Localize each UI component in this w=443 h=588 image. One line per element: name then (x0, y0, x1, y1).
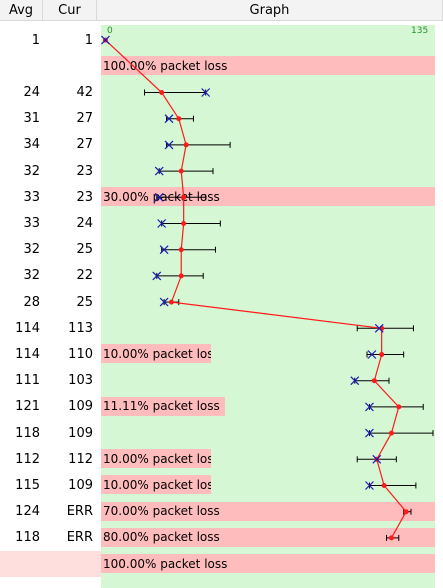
cur-latency-marker (157, 219, 167, 228)
avg-cell: 24 (23, 84, 40, 100)
avg-latency-line (105, 39, 407, 539)
cur-cell: 113 (68, 320, 93, 336)
cur-cell: 27 (76, 137, 93, 153)
avg-latency-point (159, 90, 165, 95)
avg-cell: 34 (23, 137, 40, 153)
packet-loss-bar: 10.00% packet loss (101, 344, 211, 364)
avg-latency-point (381, 483, 387, 488)
avg-cell: 115 (15, 477, 40, 493)
cur-cell: 42 (76, 84, 93, 100)
avg-latency-point (178, 168, 184, 174)
cur-latency-marker (159, 245, 169, 255)
avg-cell: 111 (15, 373, 40, 389)
avg-latency-point (168, 299, 174, 305)
avg-latency-point (178, 247, 184, 253)
avg-cell: 28 (23, 294, 40, 310)
cur-cell: 22 (76, 268, 93, 284)
packet-loss-bar: 10.00% packet loss (101, 475, 211, 495)
cur-latency-marker (367, 350, 377, 359)
cur-latency-marker (101, 35, 110, 45)
cur-cell: 1 (84, 32, 93, 48)
cur-latency-marker (159, 297, 169, 307)
avg-latency-point (176, 116, 182, 122)
axis-min-label: 0 (107, 26, 113, 36)
avg-cell: 121 (15, 399, 40, 415)
avg-latency-point (181, 221, 187, 226)
cur-latency-marker (201, 88, 211, 97)
cur-latency-marker (164, 140, 174, 150)
cur-latency-marker (154, 192, 164, 202)
avg-latency-point (371, 378, 377, 384)
cur-latency-marker (365, 402, 374, 412)
avg-cell: 1 (31, 32, 40, 48)
cur-latency-marker (164, 114, 174, 124)
avg-cell: 124 (15, 504, 40, 520)
packet-loss-bar: 100.00% packet loss (101, 56, 435, 76)
axis-max-label: 135 (411, 26, 429, 36)
cur-cell: 24 (76, 215, 93, 231)
cur-cell: ERR (66, 504, 93, 520)
cur-cell: 109 (68, 399, 93, 415)
cur-cell: 25 (76, 242, 93, 258)
avg-cell: 118 (15, 530, 40, 546)
cur-cell: 25 (76, 294, 93, 310)
cur-latency-marker (374, 323, 384, 333)
avg-cell: 33 (23, 189, 40, 205)
cur-cell: 103 (68, 373, 93, 389)
cur-cell: 110 (68, 346, 93, 362)
cur-cell: 23 (76, 163, 93, 179)
cur-latency-marker (372, 454, 382, 464)
cur-cell: 109 (68, 425, 93, 441)
cur-latency-marker (365, 481, 374, 490)
cur-cell: 27 (76, 111, 93, 127)
cur-cell: 112 (68, 451, 93, 467)
packet-loss-bar: 11.11% packet loss (101, 396, 225, 416)
packet-loss-bar: 10.00% packet loss (101, 449, 211, 469)
avg-cell: 33 (23, 215, 40, 231)
cur-latency-marker (152, 271, 162, 281)
column-header-avg[interactable]: Avg (0, 0, 43, 21)
cur-latency-marker (154, 166, 164, 176)
packet-loss-bar: 30.00% packet loss (101, 187, 435, 207)
avg-cell: 32 (23, 163, 40, 179)
column-header-graph[interactable]: Graph (97, 0, 443, 21)
packet-loss-bar: 80.00% packet loss (101, 527, 435, 547)
cur-cell: ERR (66, 530, 93, 546)
avg-latency-point (178, 273, 184, 279)
avg-cell: 32 (23, 268, 40, 284)
avg-latency-point (183, 142, 189, 148)
avg-latency-point (403, 509, 409, 515)
avg-latency-point (396, 404, 402, 410)
avg-latency-point (388, 430, 394, 436)
avg-cell: 118 (15, 425, 40, 441)
avg-cell: 32 (23, 242, 40, 258)
column-header-cur[interactable]: Cur (43, 0, 97, 21)
packet-loss-bar: 70.00% packet loss (101, 501, 435, 521)
avg-latency-point (181, 194, 187, 200)
avg-cell: 31 (23, 111, 40, 127)
cur-cell: 109 (68, 477, 93, 493)
cur-cell: 23 (76, 189, 93, 205)
cur-latency-marker (365, 428, 374, 438)
row-loss-background (0, 551, 101, 577)
packet-loss-bar: 100.00% packet loss (101, 554, 435, 573)
avg-cell: 114 (15, 346, 40, 362)
avg-cell: 112 (15, 451, 40, 467)
avg-latency-point (379, 352, 385, 357)
avg-latency-point (388, 535, 394, 541)
cur-latency-marker (350, 376, 360, 386)
avg-cell: 114 (15, 320, 40, 336)
